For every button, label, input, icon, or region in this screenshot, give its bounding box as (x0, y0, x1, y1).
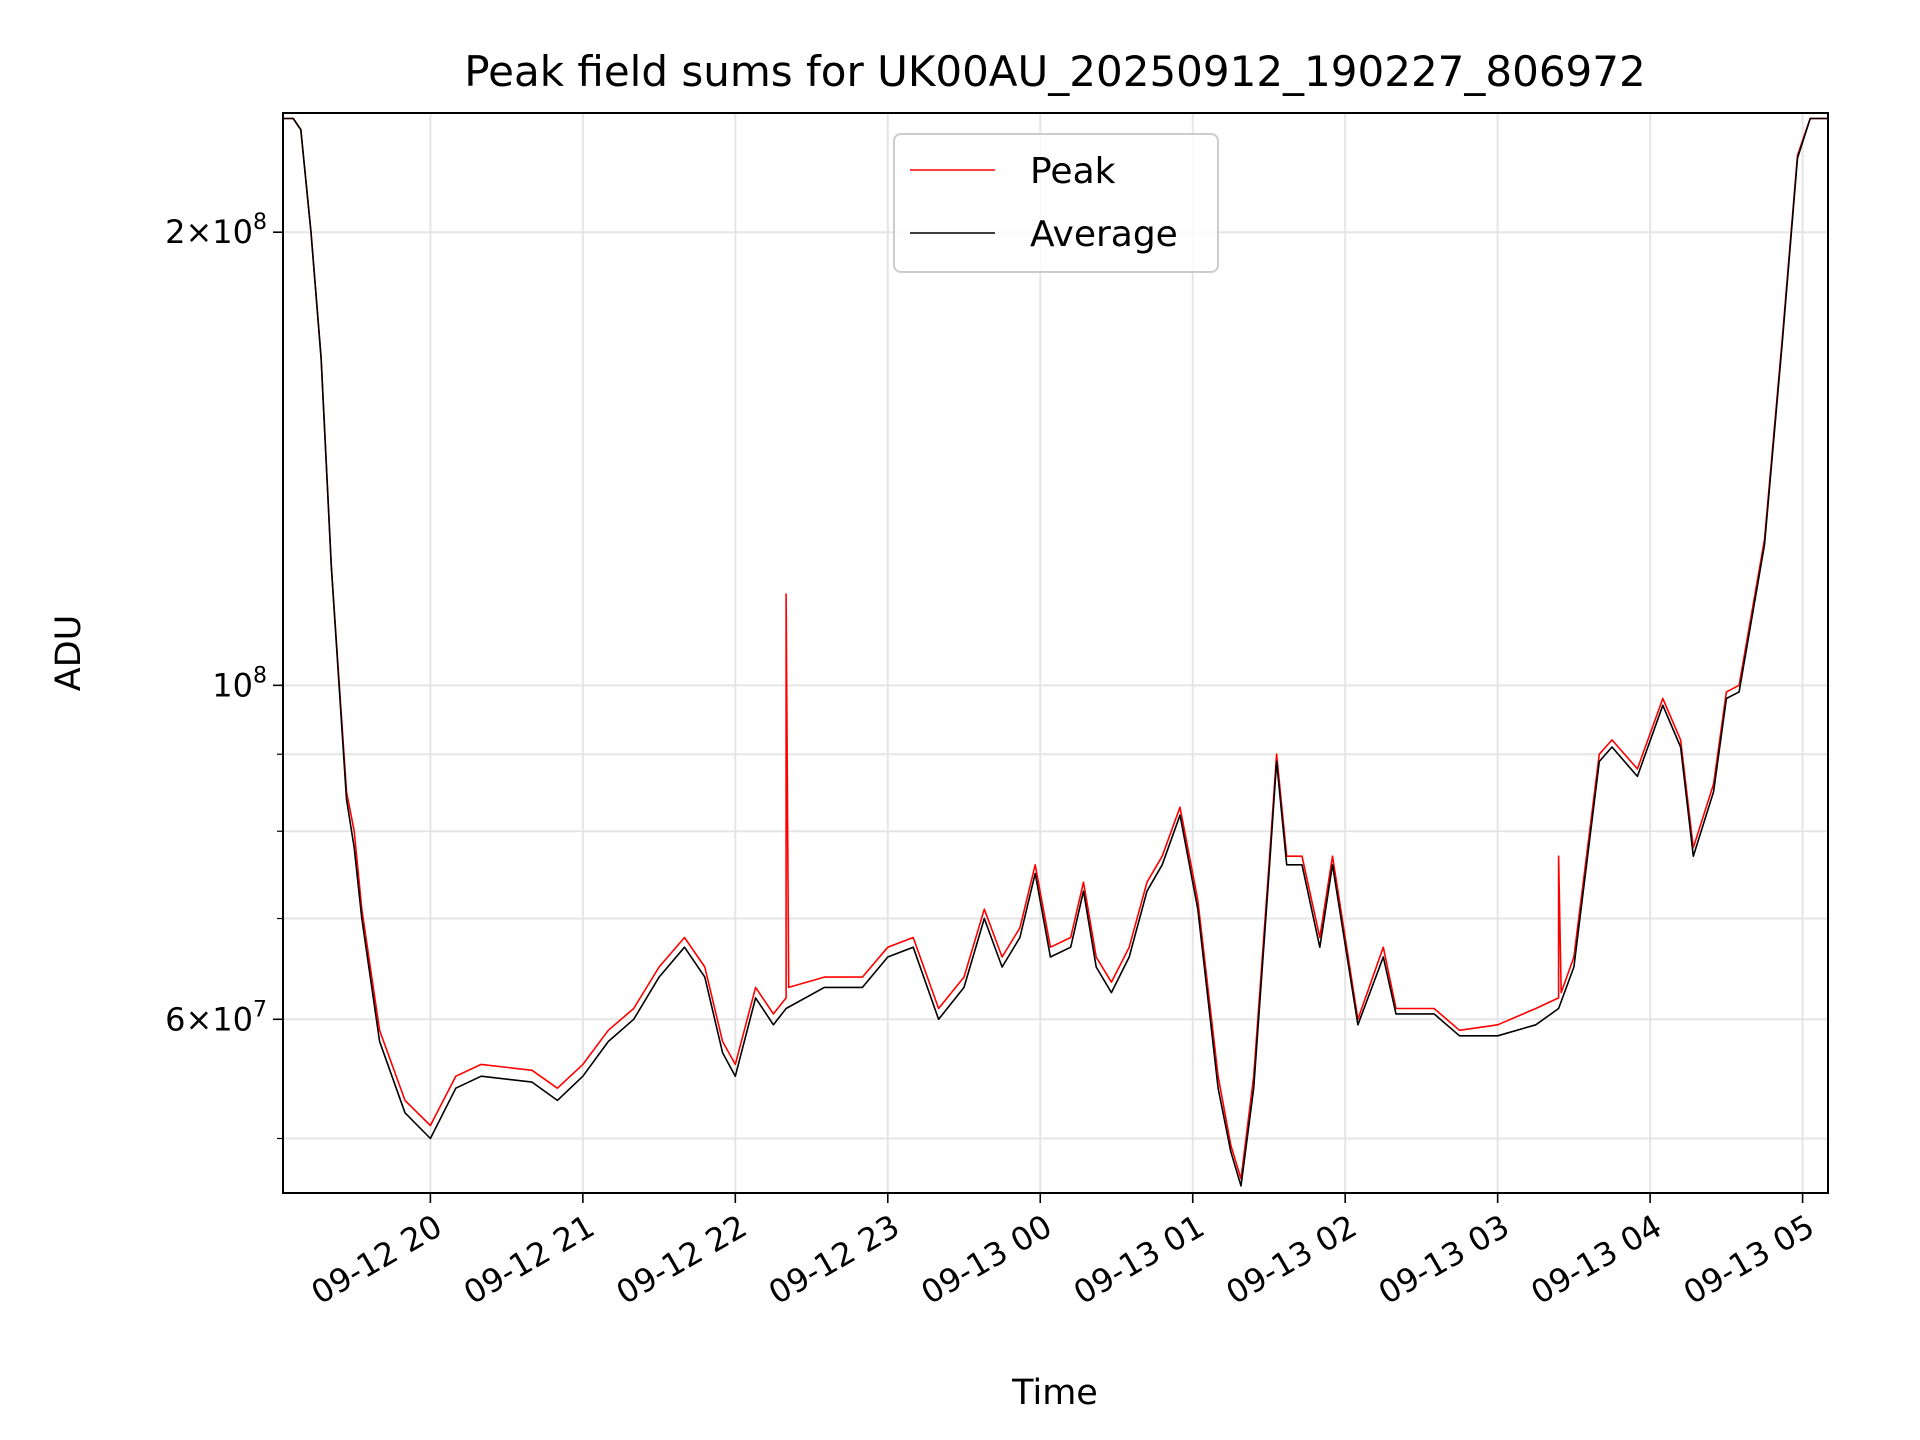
legend-label-average: Average (1030, 214, 1178, 255)
y-axis-label: ADU (49, 615, 89, 692)
chart-title: Peak field sums for UK00AU_20250912_1902… (464, 47, 1645, 96)
y-tick-label: 2×108 (165, 210, 267, 251)
legend: Peak Average (893, 133, 1219, 273)
y-tick-label: 6×107 (165, 997, 267, 1038)
series-layer (283, 117, 1828, 1187)
x-axis-label: Time (1011, 1373, 1098, 1413)
legend-box (893, 133, 1219, 273)
series-line-peak (283, 117, 1828, 1180)
grid-lines (283, 113, 1828, 1193)
plot-area-frame (282, 112, 1829, 1194)
series-line-average (283, 117, 1828, 1187)
y-tick-label: 108 (212, 663, 267, 704)
legend-label-peak: Peak (1030, 151, 1116, 192)
